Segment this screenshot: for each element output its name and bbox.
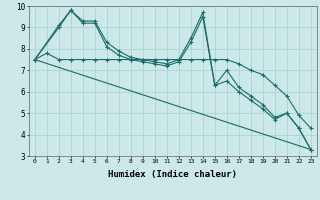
X-axis label: Humidex (Indice chaleur): Humidex (Indice chaleur) <box>108 170 237 179</box>
